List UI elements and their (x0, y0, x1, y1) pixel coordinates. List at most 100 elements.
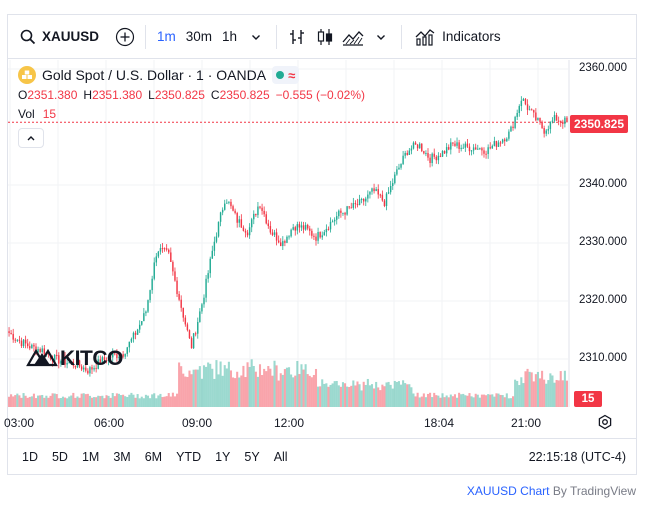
volume-bar (84, 394, 87, 407)
candle-body (253, 213, 255, 220)
volume-bar (57, 398, 60, 407)
candle-body (246, 232, 249, 236)
candle-body (170, 252, 172, 262)
candle-body (180, 299, 182, 308)
volume-bar (117, 393, 120, 407)
candle-body (62, 356, 64, 362)
range-1y-button[interactable]: 1Y (215, 450, 231, 464)
market-status-badge[interactable]: ≈ (272, 66, 300, 84)
volume-bar (22, 393, 25, 407)
range-5y-button[interactable]: 5Y (244, 450, 260, 464)
attribution-link[interactable]: XAUUSD Chart (466, 484, 550, 498)
volume-bar (370, 384, 374, 407)
range-1m-button[interactable]: 1M (81, 450, 100, 464)
settings-icon[interactable] (597, 414, 613, 430)
timezone-clock[interactable]: 22:15:18 (UTC-4) (528, 450, 626, 464)
time-tick: 03:00 (4, 416, 35, 430)
candle-body (333, 219, 336, 222)
candle-body (477, 148, 479, 150)
volume-bar (381, 384, 384, 407)
volume-bar (252, 366, 255, 407)
volume-bar (136, 394, 139, 407)
candle-body (325, 228, 328, 233)
volume-bar (157, 395, 160, 407)
volume-bar (344, 383, 347, 407)
volume-bar (335, 380, 338, 407)
range-bar: 1D 5D 1M 3M 6M YTD 1Y 5Y All 22:15:18 (U… (8, 438, 636, 475)
interval-1h-button[interactable]: 1h (222, 29, 238, 44)
symbol-search-button[interactable]: XAUUSD (8, 15, 111, 58)
candle-body (454, 143, 456, 146)
candle-body (26, 343, 29, 347)
candle-body (116, 353, 118, 359)
volume-bar (414, 396, 417, 407)
volume-bar (516, 380, 519, 407)
close-value: 2350.825 (219, 88, 270, 102)
candle-body (327, 228, 330, 230)
volume-bar (329, 384, 332, 407)
volume-bar (188, 370, 191, 407)
candle-body (541, 121, 543, 129)
kitco-wordmark: KITCO (60, 347, 123, 369)
candle-body (213, 241, 216, 251)
candle-body (319, 232, 321, 238)
volume-bar (97, 395, 100, 407)
candle-body (221, 209, 224, 213)
price-chart[interactable] (8, 60, 636, 438)
interval-30m-button[interactable]: 30m (185, 29, 213, 44)
volume-bar (120, 395, 123, 407)
symbol-label: XAUUSD (42, 29, 100, 44)
volume-bar (250, 359, 253, 407)
compare-symbol-button[interactable] (111, 22, 139, 52)
candle-chart-type-button[interactable] (311, 22, 339, 52)
interval-dropdown-button[interactable] (242, 22, 270, 52)
candle-body (95, 367, 97, 369)
range-ytd-button[interactable]: YTD (176, 450, 202, 464)
candle-body (238, 219, 240, 223)
volume-bar (441, 393, 444, 407)
volume-bar (149, 398, 152, 407)
volume-bar (431, 397, 434, 407)
range-6m-button[interactable]: 6M (144, 450, 163, 464)
candle-body (39, 349, 41, 352)
volume-bar (24, 395, 27, 407)
volume-bar (402, 380, 405, 407)
volume-bar (124, 396, 127, 407)
candle-body (124, 353, 126, 357)
volume-bar (443, 397, 446, 407)
area-chart-type-button[interactable] (339, 22, 367, 52)
candle-body (354, 203, 357, 205)
candle-body (97, 359, 99, 369)
candle-body (60, 361, 62, 364)
volume-bar (30, 396, 33, 407)
bar-chart-type-button[interactable] (283, 22, 311, 52)
volume-bar (68, 396, 71, 407)
volume-bar (460, 394, 463, 407)
range-3m-button[interactable]: 3M (113, 450, 131, 464)
price-tick: 2340.000 (579, 178, 627, 190)
interval-1m-button[interactable]: 1m (157, 29, 176, 44)
chart-type-dropdown-button[interactable] (367, 22, 395, 52)
indicators-button[interactable]: Indicators (408, 27, 507, 47)
candle-body (423, 151, 425, 154)
tradingview-attribution[interactable]: XAUUSD Chart By TradingView (467, 484, 636, 498)
candle-body (224, 203, 226, 210)
candle-body (43, 348, 46, 355)
candle-body (306, 224, 309, 229)
volume-bar (509, 398, 512, 407)
volume-bar (72, 392, 75, 407)
volume-bar (493, 396, 496, 407)
candle-body (269, 226, 272, 233)
volume-bar (422, 393, 425, 407)
candle-body (105, 359, 108, 362)
candle-body (404, 152, 406, 156)
range-1d-button[interactable]: 1D (22, 450, 38, 464)
candle-body (441, 151, 444, 157)
collapse-legend-button[interactable] (18, 128, 44, 148)
range-5d-button[interactable]: 5D (51, 450, 68, 464)
candle-body (392, 183, 394, 187)
volume-bar (464, 395, 467, 407)
volume-bar (61, 396, 64, 407)
candle-body (458, 142, 460, 149)
range-all-button[interactable]: All (273, 450, 288, 464)
